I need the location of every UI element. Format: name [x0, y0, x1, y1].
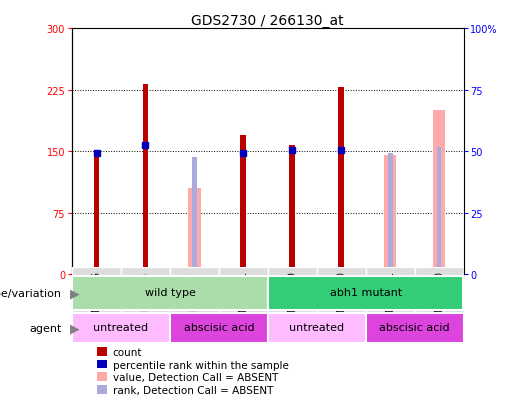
Text: GSM170940: GSM170940 [434, 271, 444, 330]
Text: abh1 mutant: abh1 mutant [330, 287, 402, 297]
Bar [192, 158, 197, 275]
Bar [170, 313, 268, 343]
Bar [72, 267, 121, 337]
Text: GSM170911: GSM170911 [385, 271, 395, 330]
Bar [143, 85, 148, 275]
Bar [366, 313, 464, 343]
Bar [268, 277, 464, 310]
Bar [415, 267, 464, 337]
Text: abscisic acid: abscisic acid [379, 323, 450, 332]
Text: abscisic acid: abscisic acid [183, 323, 254, 332]
Text: ▶: ▶ [70, 287, 79, 300]
Bar [188, 189, 200, 275]
Text: ▶: ▶ [70, 322, 79, 335]
Bar [437, 148, 441, 275]
Bar [170, 267, 219, 337]
Bar [219, 267, 268, 337]
Text: agent: agent [29, 323, 62, 333]
Bar [338, 88, 344, 275]
Bar [289, 145, 295, 275]
Text: GSM170931: GSM170931 [238, 271, 248, 330]
Bar [268, 267, 317, 337]
Text: GSM170897: GSM170897 [190, 271, 199, 330]
Text: GSM170923: GSM170923 [141, 271, 150, 330]
Bar [388, 154, 392, 275]
Bar [241, 135, 246, 275]
Bar [121, 267, 170, 337]
Text: untreated: untreated [93, 323, 149, 332]
Bar [366, 267, 415, 337]
Bar [433, 111, 445, 275]
Text: GSM170930: GSM170930 [336, 271, 346, 330]
Bar [384, 156, 396, 275]
Bar [268, 313, 366, 343]
Bar [72, 313, 170, 343]
Text: GSM170896: GSM170896 [92, 271, 101, 330]
Text: wild type: wild type [145, 287, 195, 297]
Legend: count, percentile rank within the sample, value, Detection Call = ABSENT, rank, : count, percentile rank within the sample… [97, 347, 288, 395]
Bar [94, 158, 99, 275]
Bar [317, 267, 366, 337]
Text: genotype/variation: genotype/variation [0, 288, 62, 298]
Text: GSM170899: GSM170899 [287, 271, 297, 330]
Text: untreated: untreated [289, 323, 345, 332]
Title: GDS2730 / 266130_at: GDS2730 / 266130_at [192, 14, 344, 28]
Bar [72, 277, 268, 310]
